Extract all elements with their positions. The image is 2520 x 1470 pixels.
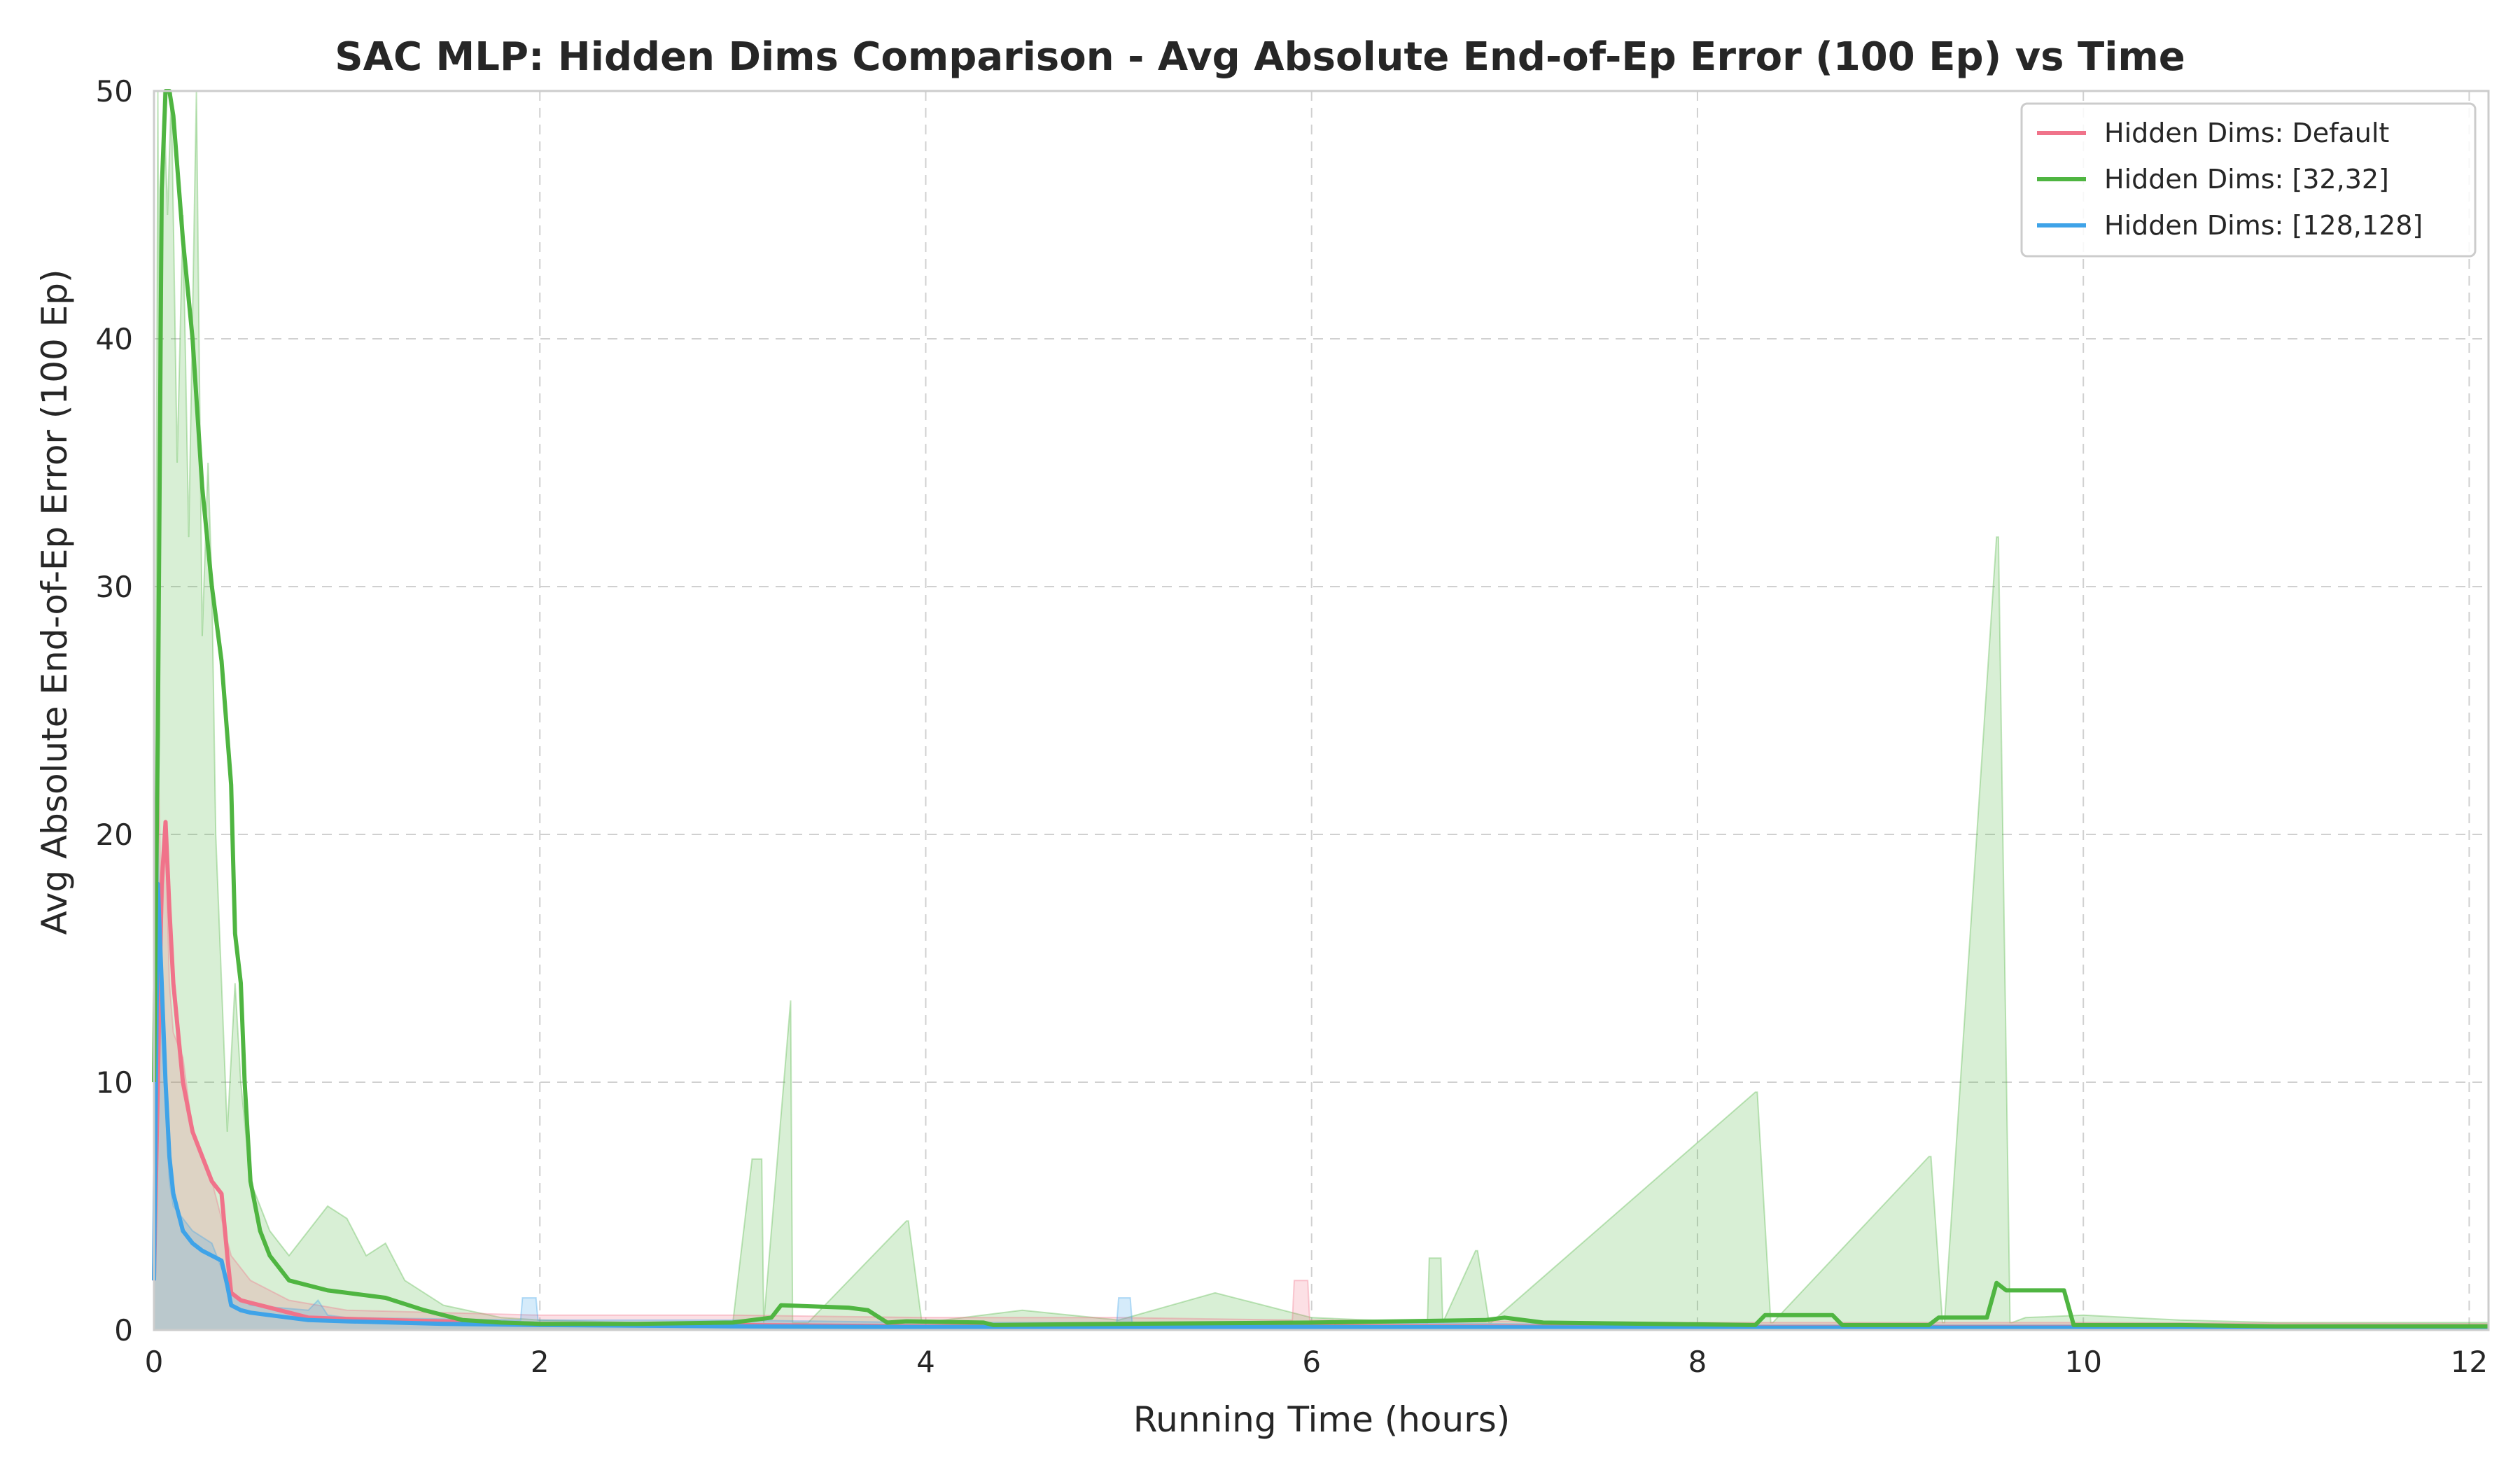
legend-box [2020, 102, 2477, 258]
legend-label-0: Hidden Dims: Default [2104, 118, 2389, 148]
x-tick-label-0: 0 [145, 1345, 164, 1379]
y-tick-label-3: 30 [96, 570, 133, 604]
raw-data-bands [153, 90, 2489, 1331]
plot-frame [153, 90, 2490, 1331]
grid [153, 90, 2488, 1331]
legend: Hidden Dims: Default Hidden Dims: [32,32]… [2020, 102, 2477, 258]
y-tick-label-4: 40 [96, 322, 133, 356]
chart-title: SAC MLP: Hidden Dims Comparison - Avg Ab… [335, 34, 2185, 80]
y-tick-label-2: 20 [96, 818, 133, 852]
y-tick-labels: 0 10 20 30 40 50 [96, 74, 133, 1348]
raw-band-1 [153, 735, 2489, 1331]
x-axis-label: Running Time (hours) [1133, 1399, 1511, 1440]
series-line-2 [152, 881, 2488, 1330]
series-lines [152, 89, 2489, 1330]
y-tick-label-0: 0 [114, 1313, 133, 1348]
series-line-0 [152, 820, 2489, 1330]
x-tick-label-2: 4 [916, 1345, 935, 1379]
x-tick-label-5: 10 [2064, 1345, 2101, 1379]
legend-label-2: Hidden Dims: [128,128] [2104, 210, 2423, 241]
series-line-1 [152, 89, 2488, 1329]
x-tick-label-6: 12 [2451, 1345, 2488, 1379]
x-tick-label-1: 2 [531, 1345, 550, 1379]
x-tick-label-4: 8 [1688, 1345, 1707, 1379]
x-tick-labels: 0 2 4 6 8 10 12 [145, 1345, 2488, 1379]
y-tick-label-1: 10 [96, 1065, 133, 1100]
legend-label-1: Hidden Dims: [32,32] [2104, 164, 2389, 195]
y-axis-label: Avg Absolute End-of-Ep Error (100 Ep) [34, 269, 75, 934]
raw-band-0 [153, 90, 2489, 1331]
y-tick-label-5: 50 [96, 74, 133, 108]
x-tick-label-3: 6 [1302, 1345, 1321, 1379]
